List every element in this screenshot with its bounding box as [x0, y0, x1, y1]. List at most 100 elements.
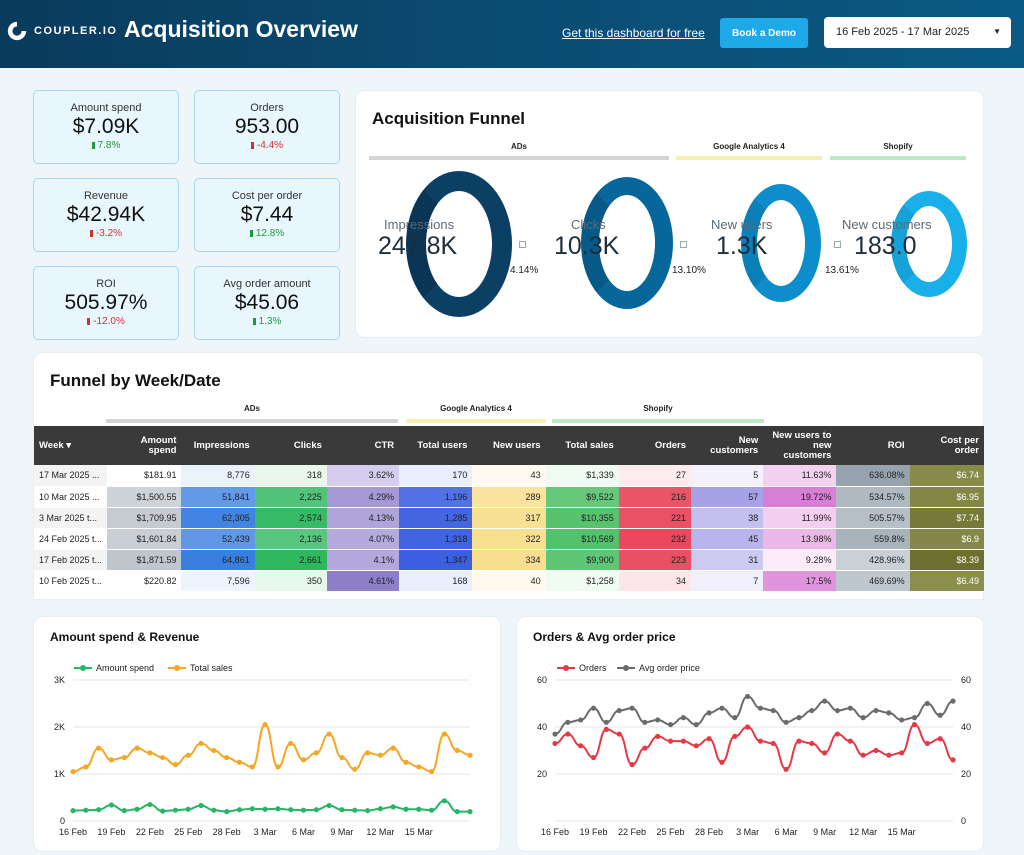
data-point[interactable] [172, 807, 179, 813]
data-point[interactable] [96, 745, 102, 751]
data-point[interactable] [590, 754, 597, 761]
data-point[interactable] [377, 752, 383, 758]
data-point[interactable] [911, 715, 918, 721]
data-point[interactable] [667, 722, 674, 728]
data-point[interactable] [147, 750, 153, 756]
data-point[interactable] [454, 747, 460, 754]
data-point[interactable] [262, 722, 268, 728]
data-point[interactable] [924, 700, 930, 707]
get-dashboard-link[interactable]: Get this dashboard for free [562, 26, 705, 40]
data-point[interactable] [603, 726, 609, 732]
data-point[interactable] [924, 740, 930, 747]
data-point[interactable] [796, 738, 802, 744]
data-point[interactable] [783, 766, 789, 772]
coupler-logo[interactable]: COUPLER.IO [6, 20, 117, 42]
data-point[interactable] [83, 807, 89, 813]
data-point[interactable] [860, 715, 866, 721]
data-point[interactable] [629, 705, 635, 711]
data-point[interactable] [719, 705, 725, 711]
data-point[interactable] [249, 764, 255, 770]
data-point[interactable] [860, 752, 866, 758]
data-point[interactable] [552, 731, 558, 737]
data-point[interactable] [616, 707, 622, 714]
data-point[interactable] [616, 731, 622, 737]
data-point[interactable] [667, 738, 674, 744]
data-point[interactable] [834, 731, 841, 737]
data-point[interactable] [732, 715, 738, 721]
data-point[interactable] [899, 750, 905, 756]
data-point[interactable] [428, 769, 435, 775]
data-point[interactable] [300, 757, 307, 763]
data-point[interactable] [757, 738, 764, 744]
data-point[interactable] [590, 705, 597, 711]
data-point[interactable] [211, 807, 217, 813]
legend-label[interactable]: Avg order price [639, 663, 700, 673]
data-point[interactable] [454, 809, 460, 815]
data-point[interactable] [70, 808, 76, 814]
data-point[interactable] [770, 707, 776, 714]
data-point[interactable] [680, 715, 686, 721]
data-point[interactable] [224, 754, 230, 761]
data-point[interactable] [886, 710, 892, 716]
data-point[interactable] [134, 745, 140, 751]
data-point[interactable] [172, 762, 179, 768]
data-point[interactable] [198, 802, 204, 809]
data-point[interactable] [655, 733, 661, 739]
data-point[interactable] [744, 724, 751, 730]
data-point[interactable] [313, 750, 319, 756]
data-point[interactable] [693, 743, 699, 749]
table-row[interactable]: 24 Feb 2025 t... $1,601.84 52,439 2,136 4.07… [34, 528, 984, 550]
data-point[interactable] [185, 752, 191, 758]
data-point[interactable] [108, 802, 115, 808]
data-point[interactable] [603, 719, 609, 725]
data-point[interactable] [390, 804, 396, 810]
data-point[interactable] [911, 722, 918, 728]
data-point[interactable] [809, 740, 815, 747]
data-point[interactable] [770, 740, 776, 747]
data-point[interactable] [467, 809, 473, 815]
data-point[interactable] [886, 752, 892, 758]
data-point[interactable] [364, 808, 371, 814]
data-point[interactable] [937, 712, 943, 718]
data-point[interactable] [441, 731, 447, 737]
data-point[interactable] [326, 731, 332, 737]
data-point[interactable] [249, 806, 255, 812]
date-range-select[interactable]: 16 Feb 2025 - 17 Mar 2025 ▼ [824, 17, 1011, 48]
data-point[interactable] [847, 705, 853, 711]
data-point[interactable] [352, 807, 358, 813]
table-row[interactable]: 10 Mar 2025 ... $1,500.55 51,841 2,225 4.29%… [34, 486, 984, 508]
data-point[interactable] [629, 762, 635, 768]
data-point[interactable] [121, 808, 127, 814]
data-point[interactable] [364, 750, 371, 756]
data-point[interactable] [467, 752, 473, 758]
data-point[interactable] [732, 733, 738, 739]
data-point[interactable] [847, 738, 853, 744]
data-point[interactable] [275, 806, 281, 812]
data-point[interactable] [275, 764, 281, 770]
data-point[interactable] [352, 766, 358, 772]
data-point[interactable] [642, 719, 648, 725]
data-point[interactable] [224, 809, 230, 815]
data-point[interactable] [211, 747, 217, 754]
data-point[interactable] [416, 764, 422, 770]
data-point[interactable] [899, 717, 905, 723]
data-point[interactable] [873, 707, 879, 714]
data-point[interactable] [326, 802, 332, 809]
data-point[interactable] [236, 759, 243, 765]
data-point[interactable] [822, 698, 828, 704]
data-point[interactable] [377, 806, 383, 812]
data-point[interactable] [796, 715, 802, 721]
data-point[interactable] [706, 710, 712, 716]
data-point[interactable] [783, 719, 789, 725]
data-point[interactable] [834, 707, 841, 714]
data-point[interactable] [403, 806, 409, 812]
data-point[interactable] [83, 764, 89, 770]
data-point[interactable] [578, 717, 584, 723]
data-point[interactable] [565, 731, 571, 737]
data-point[interactable] [147, 801, 153, 808]
data-point[interactable] [428, 807, 435, 813]
data-point[interactable] [339, 807, 345, 813]
data-point[interactable] [822, 750, 828, 756]
data-point[interactable] [565, 719, 571, 725]
data-point[interactable] [655, 717, 661, 723]
